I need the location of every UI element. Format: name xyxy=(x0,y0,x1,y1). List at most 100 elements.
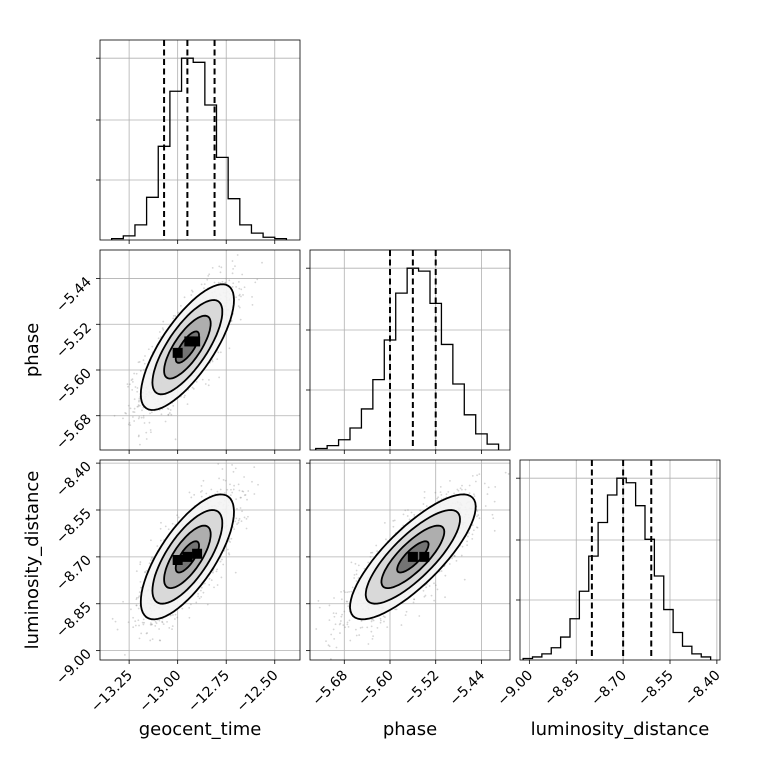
sample-point xyxy=(257,483,259,486)
panel-frame xyxy=(309,249,511,451)
x-axis-label-geocent-time: geocent_time xyxy=(139,719,262,740)
sample-point xyxy=(360,620,363,622)
sample-point xyxy=(114,620,117,623)
sample-point xyxy=(251,296,253,298)
sample-point xyxy=(183,396,186,399)
sample-point xyxy=(472,529,475,532)
sample-point xyxy=(231,272,234,275)
sample-point xyxy=(353,577,356,579)
sample-point xyxy=(131,378,134,381)
sample-point xyxy=(226,488,229,491)
sample-point xyxy=(487,486,490,489)
sample-point xyxy=(241,273,244,276)
sample-point xyxy=(216,358,219,361)
peak-bin xyxy=(182,551,193,562)
sample-point xyxy=(133,372,136,375)
sample-point xyxy=(243,516,246,519)
sample-point xyxy=(243,494,246,497)
sample-point xyxy=(200,595,203,598)
sample-point xyxy=(168,412,171,414)
sample-point xyxy=(146,632,149,634)
sample-point xyxy=(358,634,361,636)
sample-point xyxy=(159,539,162,542)
sample-point xyxy=(428,585,431,587)
sample-point xyxy=(210,579,213,582)
sample-point xyxy=(148,421,151,424)
sample-point xyxy=(355,580,358,582)
sample-point xyxy=(149,639,152,642)
sample-point xyxy=(430,594,433,597)
sample-point xyxy=(195,380,198,383)
sample-point xyxy=(475,526,478,529)
peak-bin xyxy=(192,548,203,559)
histogram-panel-luminosity-distance: −9.00 −8.85 −8.70 −8.55 −8.40 xyxy=(495,459,724,710)
sample-point xyxy=(142,415,145,417)
sample-point xyxy=(149,623,152,626)
sample-point xyxy=(161,327,164,329)
sample-point xyxy=(154,621,157,623)
sample-point xyxy=(167,408,170,410)
sample-point xyxy=(137,607,140,610)
sample-point xyxy=(155,622,158,625)
sample-point xyxy=(219,271,222,274)
sample-point xyxy=(162,328,165,331)
sample-point xyxy=(134,620,137,623)
sample-point xyxy=(132,626,135,629)
sample-point xyxy=(188,491,191,494)
sample-point xyxy=(467,535,469,538)
sample-point xyxy=(167,413,170,416)
sample-point xyxy=(219,488,222,491)
sample-point xyxy=(201,489,203,492)
sample-point xyxy=(232,267,235,270)
sample-point xyxy=(299,674,301,676)
sample-point xyxy=(354,562,357,565)
sample-point xyxy=(228,540,230,542)
sample-point xyxy=(202,591,205,594)
sample-point xyxy=(222,478,225,481)
sample-point xyxy=(169,409,172,411)
sample-point xyxy=(236,507,238,510)
sample-point xyxy=(327,644,330,647)
sample-point xyxy=(220,576,223,579)
sample-point xyxy=(134,624,137,627)
sample-point xyxy=(334,623,337,626)
sample-point xyxy=(370,625,373,628)
contour-line xyxy=(163,524,212,590)
sample-point xyxy=(478,517,481,520)
sample-point xyxy=(174,314,177,317)
sample-point xyxy=(455,559,458,562)
sample-point xyxy=(233,484,235,487)
sample-point xyxy=(132,411,135,413)
sample-point xyxy=(200,283,203,286)
sample-point xyxy=(328,619,331,622)
sample-point xyxy=(251,303,254,306)
sample-point xyxy=(127,423,130,426)
x-tick-label: −8.55 xyxy=(635,668,677,710)
sample-point xyxy=(202,479,205,482)
sample-point xyxy=(340,598,343,601)
sample-point xyxy=(138,595,141,597)
contour-line xyxy=(151,299,224,396)
sample-point xyxy=(379,619,382,622)
sample-point xyxy=(247,515,249,518)
sample-point xyxy=(169,614,172,617)
y-tick-label: −5.52 xyxy=(53,320,95,362)
sample-point xyxy=(161,621,164,624)
scatter-panel-geocent-time-vs-luminosity-distance: −13.25 −13.00 −12.75 −12.50 −8.40 −8.55−8.70 −… xyxy=(53,459,301,715)
sample-point xyxy=(232,470,235,473)
sample-point xyxy=(150,539,152,542)
sample-point xyxy=(125,412,128,415)
sample-point xyxy=(228,538,231,540)
sample-point xyxy=(385,538,387,541)
sample-point xyxy=(335,661,337,663)
sample-point xyxy=(235,286,238,288)
sample-point xyxy=(515,468,517,470)
sample-point xyxy=(394,608,397,611)
sample-point xyxy=(238,306,241,309)
sample-point xyxy=(447,491,450,493)
sample-point xyxy=(236,254,239,256)
sample-point xyxy=(238,293,241,296)
peak-bin xyxy=(419,551,430,562)
sample-point xyxy=(468,532,470,534)
